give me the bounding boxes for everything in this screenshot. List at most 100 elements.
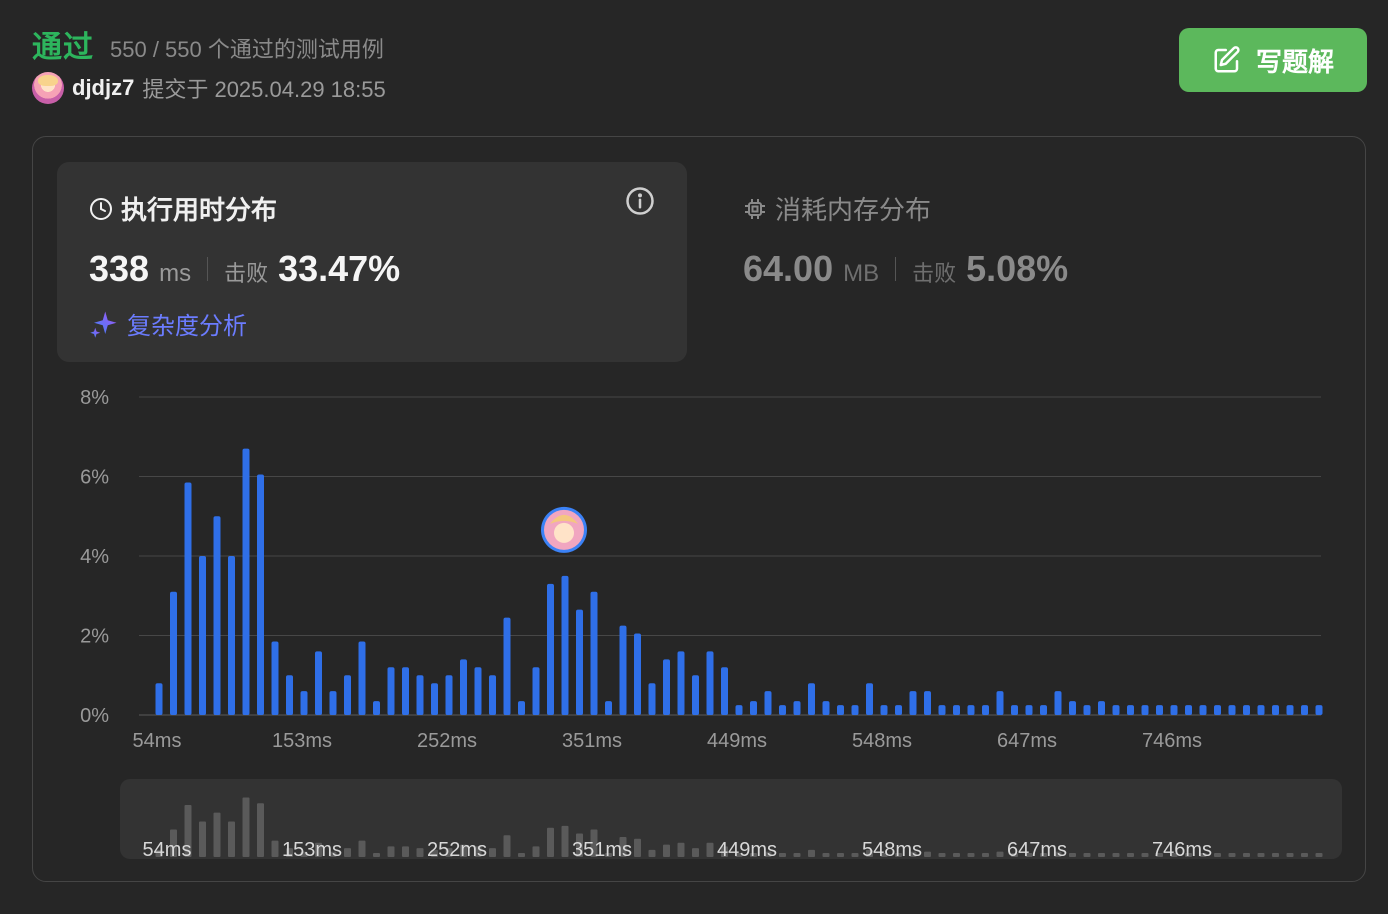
bar: [1141, 705, 1149, 715]
chip-icon: [745, 198, 765, 219]
y-tick-label: 0%: [80, 705, 109, 727]
bar: [590, 591, 598, 715]
bar: [286, 675, 293, 715]
mini-bar: [300, 851, 308, 857]
bar: [155, 683, 163, 715]
bar: [779, 705, 786, 715]
mini-bar: [663, 844, 670, 857]
mini-bar: [1083, 853, 1091, 857]
bar: [489, 675, 496, 715]
write-solution-button[interactable]: 写题解: [1179, 28, 1367, 92]
mini-bar: [358, 840, 366, 857]
range-slider-bars: [155, 797, 1323, 857]
avatar[interactable]: [32, 72, 64, 104]
mini-x-tick-label: 153ms: [282, 839, 342, 861]
x-tick-label: 449ms: [707, 730, 767, 752]
mini-bar: [518, 853, 525, 857]
test-cases-count: 550 / 550 个通过的测试用例: [110, 37, 384, 62]
bar: [1185, 705, 1192, 715]
y-tick-label: 4%: [80, 546, 109, 568]
bar: [170, 591, 177, 715]
info-icon[interactable]: [625, 186, 655, 216]
mini-bar: [851, 853, 859, 857]
bar: [1011, 705, 1018, 715]
memory-metric: 64.00 MB 击败 5.08%: [743, 248, 1068, 290]
mini-bar: [779, 853, 786, 857]
runtime-distribution-chart[interactable]: 0% 2% 4% 6% 8% 54ms 153ms 252ms 351ms 449ms 548ms…: [33, 137, 1365, 881]
bar: [605, 701, 612, 715]
memory-beat-value: 5.08%: [966, 248, 1069, 289]
bar: [547, 583, 554, 715]
bar: [1083, 705, 1091, 715]
memory-beat-label: 击败: [912, 261, 957, 286]
bar: [1257, 705, 1265, 715]
bar: [1301, 705, 1308, 715]
mini-bar: [416, 848, 424, 857]
mini-bar: [1054, 851, 1062, 857]
mini-bar: [1199, 853, 1207, 857]
mini-bar: [1127, 853, 1134, 857]
memory-title-label: 消耗内存分布: [775, 195, 932, 225]
mini-bar: [402, 846, 409, 857]
bar: [1069, 701, 1076, 715]
bar: [1127, 705, 1134, 715]
chart-bars: [155, 448, 1323, 715]
mini-bar: [764, 851, 772, 857]
bar: [1025, 705, 1033, 715]
mini-bar: [982, 853, 989, 857]
user-avatar-marker[interactable]: [541, 506, 587, 553]
bar: [257, 474, 264, 715]
mini-bar: [1243, 853, 1250, 857]
mini-bar: [1040, 853, 1047, 857]
complexity-analysis-label: 复杂度分析: [127, 313, 247, 340]
bar: [242, 448, 250, 715]
mini-bar: [880, 853, 888, 857]
x-tick-label: 746ms: [1142, 730, 1202, 752]
bar: [416, 675, 424, 715]
mini-bar: [1011, 853, 1018, 857]
runtime-title-label: 执行用时分布: [121, 195, 278, 225]
runtime-metric: 338 ms 击败 33.47%: [89, 248, 400, 290]
mini-bar: [996, 851, 1004, 857]
runtime-beat-label: 击败: [224, 261, 269, 286]
bar: [1054, 691, 1062, 715]
username-link[interactable]: djdjz7: [72, 75, 135, 100]
bar: [358, 641, 366, 715]
bar: [750, 701, 757, 715]
bar: [373, 701, 380, 715]
mini-bar: [271, 840, 279, 857]
bar: [692, 675, 699, 715]
mini-bar: [329, 851, 337, 857]
mini-bar: [1185, 853, 1192, 857]
mini-bar: [967, 853, 975, 857]
range-slider[interactable]: [120, 779, 1342, 859]
bar: [706, 651, 714, 715]
bar: [895, 705, 902, 715]
y-axis-ticks: 0% 2% 4% 6% 8%: [80, 387, 109, 727]
mini-bar: [1170, 853, 1178, 857]
runtime-unit: ms: [159, 260, 192, 287]
bar: [213, 516, 221, 715]
mini-bar: [1098, 853, 1105, 857]
mini-bar: [460, 844, 467, 857]
mini-bar: [721, 846, 728, 857]
memory-card[interactable]: 消耗内存分布 64.00 MB 击败 5.08%: [741, 162, 1341, 362]
runtime-card[interactable]: 执行用时分布 338 ms 击败 33.47% 复杂度分析: [57, 162, 687, 362]
y-tick-label: 2%: [80, 626, 109, 648]
x-tick-label: 153ms: [272, 730, 332, 752]
bar: [866, 683, 873, 715]
mini-bar: [199, 821, 206, 857]
mini-bar: [228, 821, 235, 857]
mini-x-tick-label: 647ms: [1007, 839, 1067, 861]
bar: [967, 705, 975, 715]
mini-bar: [1069, 853, 1076, 857]
bar: [474, 667, 482, 715]
bar: [271, 641, 279, 715]
mini-bar: [1112, 853, 1120, 857]
complexity-analysis-link[interactable]: 复杂度分析: [89, 306, 247, 341]
bar: [561, 575, 569, 715]
bar: [1243, 705, 1250, 715]
mini-bar: [895, 853, 902, 857]
mini-bar: [431, 849, 438, 857]
bar: [1112, 705, 1120, 715]
